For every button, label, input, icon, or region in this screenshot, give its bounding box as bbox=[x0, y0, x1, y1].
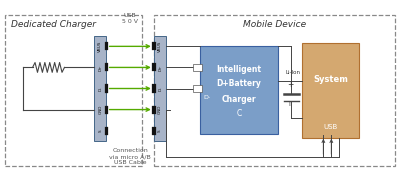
Text: D-: D- bbox=[203, 95, 210, 100]
Text: USB
5 0 V: USB 5 0 V bbox=[122, 13, 138, 24]
Text: Connection
via micro A/B
USB Cable: Connection via micro A/B USB Cable bbox=[109, 148, 151, 165]
Text: System: System bbox=[313, 75, 348, 84]
Bar bbox=[105, 63, 108, 72]
Bar bbox=[105, 42, 108, 50]
Bar bbox=[154, 36, 166, 141]
Bar bbox=[152, 63, 156, 72]
Bar bbox=[105, 84, 108, 93]
Bar bbox=[152, 84, 156, 93]
Bar bbox=[152, 105, 156, 114]
Text: VBUS: VBUS bbox=[98, 41, 102, 52]
Bar bbox=[94, 36, 106, 141]
Bar bbox=[105, 127, 108, 135]
Bar bbox=[5, 15, 142, 166]
Text: Dedicated Charger: Dedicated Charger bbox=[11, 20, 96, 29]
Text: D-: D- bbox=[158, 86, 162, 91]
Text: S: S bbox=[158, 129, 162, 132]
Bar bbox=[200, 46, 278, 134]
Text: S: S bbox=[98, 129, 102, 132]
Text: Mobile Device: Mobile Device bbox=[243, 20, 306, 29]
Bar bbox=[193, 85, 202, 92]
Text: C: C bbox=[236, 109, 242, 118]
Bar bbox=[152, 42, 156, 50]
Bar bbox=[154, 15, 395, 166]
Text: D+: D+ bbox=[98, 64, 102, 71]
Text: I: I bbox=[288, 102, 290, 107]
Text: Charger: Charger bbox=[222, 95, 256, 104]
Bar bbox=[152, 127, 156, 135]
Text: +: + bbox=[288, 81, 294, 90]
Text: GND: GND bbox=[98, 105, 102, 114]
Bar bbox=[105, 105, 108, 114]
Text: D-: D- bbox=[98, 86, 102, 91]
Bar bbox=[302, 43, 360, 138]
Text: USB: USB bbox=[324, 124, 338, 130]
Bar bbox=[193, 64, 202, 71]
Text: VBUS: VBUS bbox=[158, 41, 162, 52]
Text: D+: D+ bbox=[158, 64, 162, 71]
Text: GND: GND bbox=[158, 105, 162, 114]
Text: Intelligent: Intelligent bbox=[216, 65, 261, 74]
Text: D+Battery: D+Battery bbox=[216, 79, 261, 88]
Text: Li-Ion: Li-Ion bbox=[286, 70, 301, 75]
